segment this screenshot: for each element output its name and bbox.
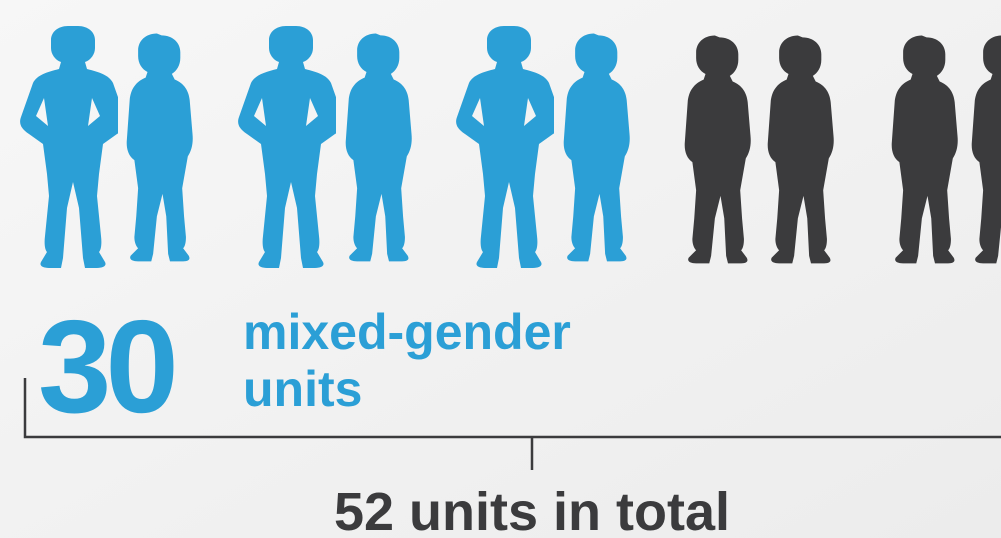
page: 30 mixed-gender units 52 units in total … [0, 0, 1001, 538]
highlight-label: mixed-gender [243, 304, 571, 360]
highlight-label: units [243, 361, 362, 417]
total-label: 52 units in total [334, 482, 730, 538]
highlight-number: 30 [38, 293, 173, 440]
infographic: 30 mixed-gender units 52 units in total [0, 0, 1001, 538]
